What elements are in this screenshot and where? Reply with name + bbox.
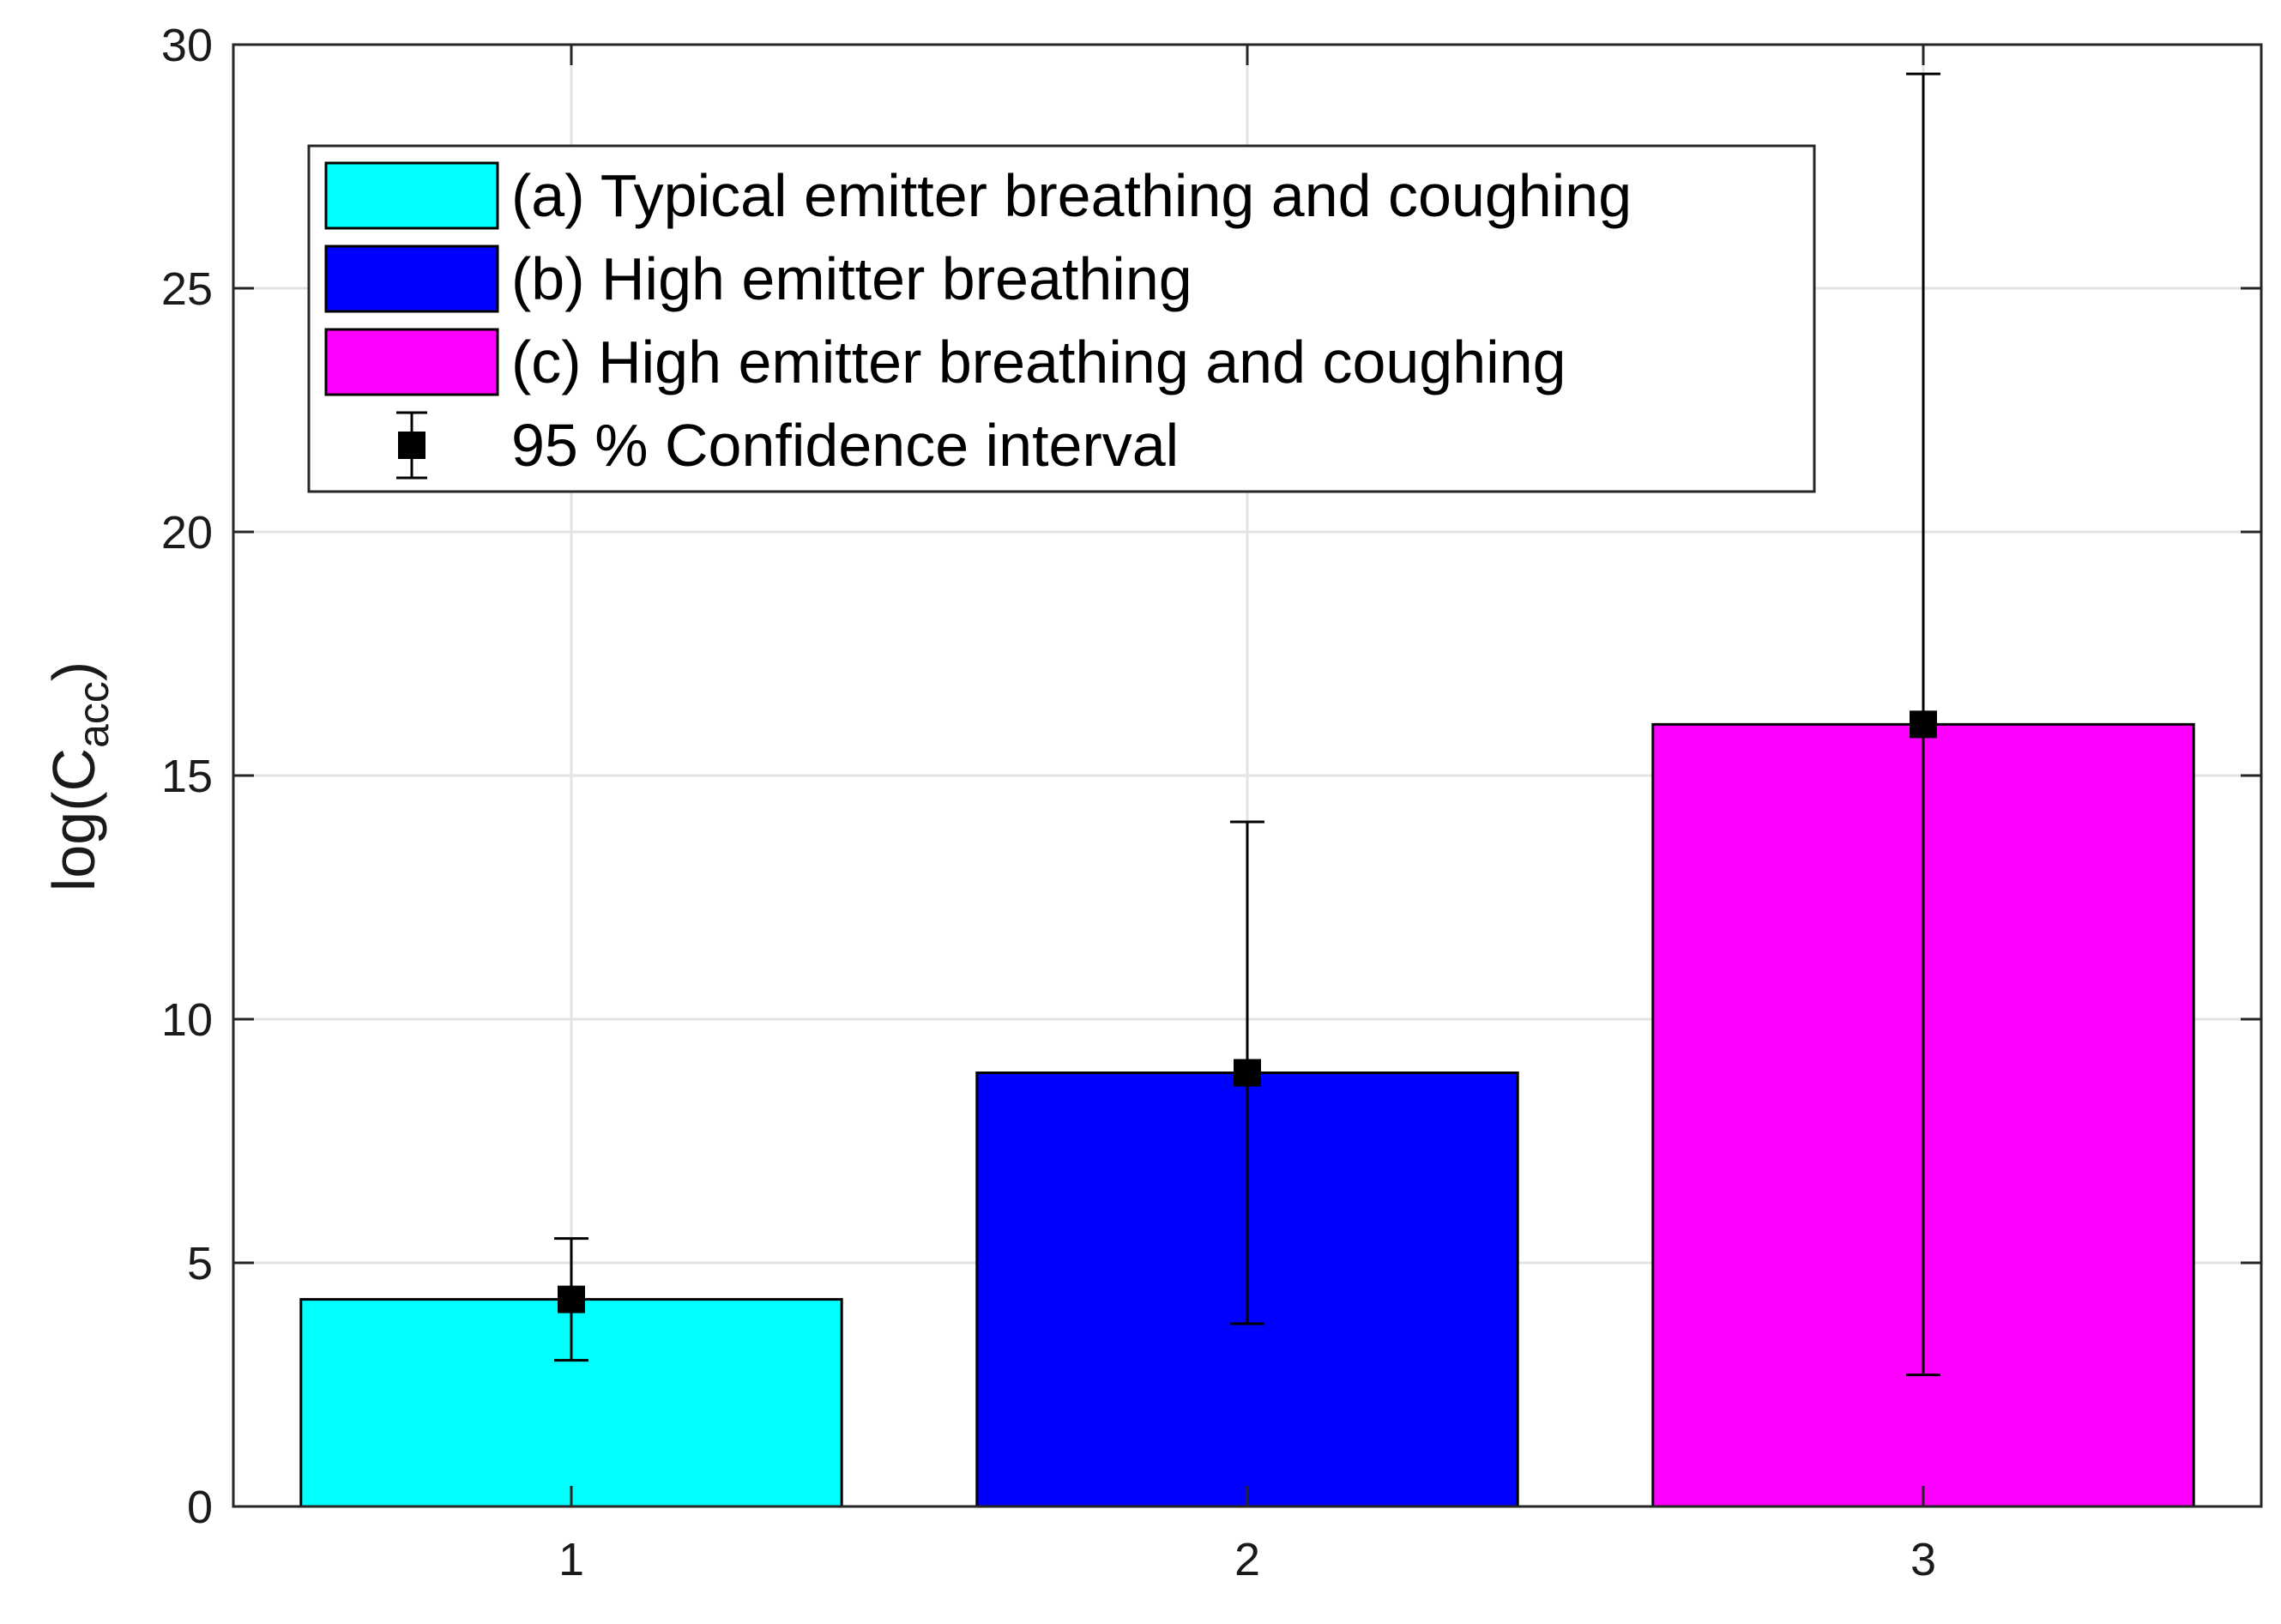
y-tick-label: 5 (187, 1238, 213, 1289)
x-tick-label: 2 (1234, 1534, 1260, 1585)
legend-swatch-1 (324, 161, 499, 230)
legend-swatch-3 (324, 328, 499, 396)
y-axis-label-close: ) (40, 661, 107, 681)
legend-label-2: (b) High emitter breathing (511, 245, 1192, 312)
errorbar-marker-2 (1234, 1059, 1261, 1087)
y-tick-label: 15 (161, 751, 213, 802)
y-tick-label: 30 (161, 20, 213, 71)
y-axis-label-base: log(C (40, 748, 107, 891)
x-tick-label: 3 (1910, 1534, 1936, 1585)
legend-box (307, 144, 1816, 493)
legend-label-1: (a) Typical emitter breathing and coughi… (511, 162, 1632, 229)
y-tick-label: 25 (161, 263, 213, 315)
y-tick-label: 20 (161, 507, 213, 558)
ticks-layer: 0 5 10 15 20 25 30 1 2 3 (161, 20, 2261, 1585)
legend-errorbar-marker (398, 432, 425, 459)
y-tick-label: 10 (161, 994, 213, 1046)
y-axis-label-subscript: acc (69, 681, 118, 748)
legend-label-3: (c) High emitter breathing and coughing (511, 329, 1566, 395)
legend: (a) Typical emitter breathing and coughi… (307, 144, 1816, 493)
legend-label-4: 95 % Confidence interval (511, 412, 1179, 479)
y-tick-label: 0 (187, 1482, 213, 1533)
x-tick-label: 1 (558, 1534, 584, 1585)
y-axis-label: log(Cacc) (40, 661, 118, 891)
legend-swatch-2 (324, 245, 499, 313)
errorbar-marker-1 (558, 1285, 585, 1313)
errorbars-layer (554, 72, 1940, 1377)
errorbar-marker-3 (1910, 710, 1937, 739)
